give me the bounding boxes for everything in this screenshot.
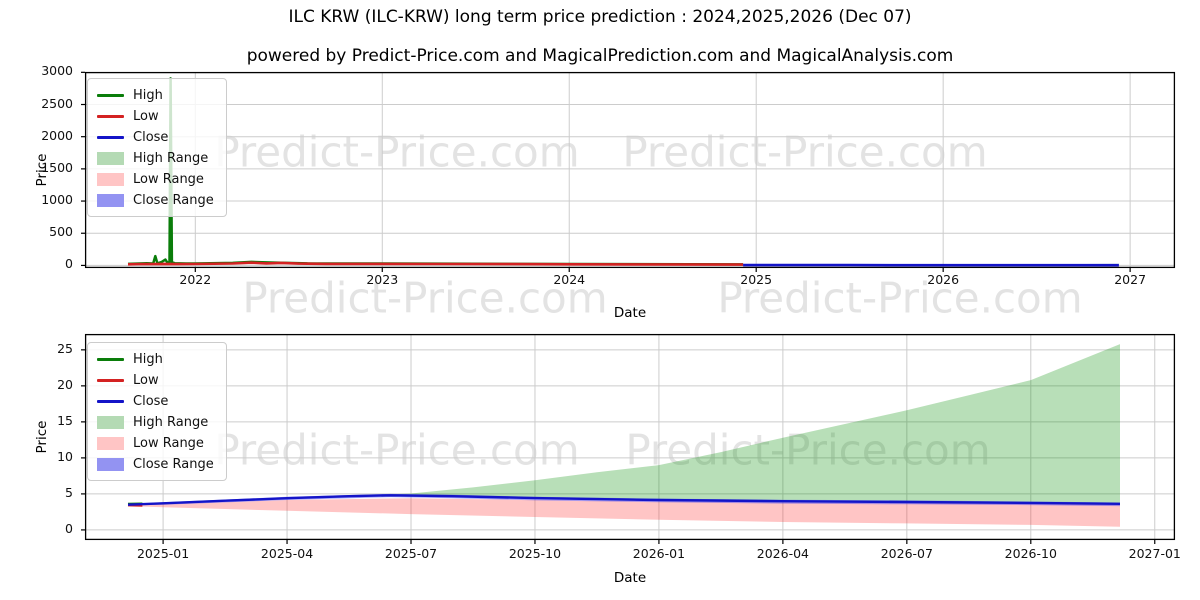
legend-entry-low: Low	[97, 371, 214, 389]
x-tick-label: 2024	[553, 272, 586, 287]
legend-label: Low	[133, 372, 159, 388]
legend-entry-close: Close	[97, 392, 214, 410]
legend-label: Low	[133, 108, 159, 124]
legend-label: High Range	[133, 414, 209, 430]
legend-label: Low Range	[133, 435, 204, 451]
legend-swatch-low	[97, 378, 124, 382]
y-tick-label: 15	[57, 412, 73, 428]
x-tick-label: 2026	[927, 272, 960, 287]
legend-swatch-low-range	[97, 172, 124, 186]
legend-swatch-high	[97, 357, 124, 361]
band-high-range	[128, 344, 1120, 505]
y-tick-label: 3000	[41, 63, 73, 79]
legend-swatch-close	[97, 399, 124, 403]
top-chart-xlabel: Date	[613, 305, 647, 321]
legend-entry-high: High	[97, 86, 214, 104]
x-tick-label: 2026-01	[632, 546, 686, 561]
legend-label: Close Range	[133, 456, 214, 472]
x-tick-label: 2027-01	[1128, 546, 1181, 561]
legend-swatch-low-range	[97, 436, 124, 450]
watermark-text: Predict-Price.com	[242, 273, 608, 323]
legend-entry-low-range: Low Range	[97, 434, 214, 452]
x-tick-label: 2026-07	[880, 546, 933, 561]
page-subtitle: powered by Predict-Price.com and Magical…	[246, 46, 954, 66]
gridlines	[85, 334, 1175, 540]
y-tick-label: 5	[65, 484, 73, 500]
y-tick-label: 25	[57, 340, 73, 356]
plot-border	[84, 71, 1176, 269]
y-tick-label: 2000	[41, 127, 73, 143]
x-tick-label: 2025-01	[136, 546, 190, 561]
legend-swatch-high-range	[97, 151, 124, 165]
y-tick-label: 0	[65, 520, 73, 536]
gridlines	[85, 71, 1175, 268]
x-tick-label: 2025-10	[508, 546, 562, 561]
page-title: ILC KRW (ILC-KRW) long term price predic…	[288, 7, 912, 27]
series-close-line	[127, 494, 1121, 506]
x-tick-label: 2023	[366, 272, 399, 287]
chart-1-plot-area	[81, 71, 1176, 272]
tick-marks	[81, 349, 1156, 544]
legend-label: High	[133, 351, 163, 367]
plot-border	[84, 333, 1176, 541]
x-tick-label: 2022	[179, 272, 212, 287]
legend-label: Close	[133, 129, 169, 145]
legend-entry-low: Low	[97, 107, 214, 125]
series-low-line	[127, 261, 744, 266]
band-low-range	[128, 498, 1120, 527]
x-tick-label: 2025-07	[384, 546, 438, 561]
legend-swatch-close-range	[97, 193, 124, 207]
watermark-text: Predict-Price.com	[622, 127, 988, 177]
y-tick-label: 500	[49, 224, 73, 240]
legend-swatch-high-range	[97, 415, 124, 429]
legend-entry-high-range: High Range	[97, 413, 214, 431]
bottom-chart-xlabel: Date	[613, 570, 647, 586]
watermark-text: Predict-Price.com	[717, 273, 1083, 323]
y-tick-label: 2500	[41, 95, 73, 111]
y-tick-label: 1500	[41, 159, 73, 175]
x-tick-label: 2025-04	[260, 546, 314, 561]
legend-label: Low Range	[133, 171, 204, 187]
y-tick-label: 20	[57, 376, 73, 392]
tick-marks	[81, 71, 1131, 272]
legend-entry-close-range: Close Range	[97, 191, 214, 209]
legend-entry-high: High	[97, 350, 214, 368]
legend-swatch-low	[97, 114, 124, 118]
y-tick-label: 0	[65, 256, 73, 272]
legend-swatch-close	[97, 135, 124, 139]
legend-box: High Low Close High Range Low Range Close Ran…	[87, 342, 227, 481]
legend-entry-close: Close	[97, 128, 214, 146]
watermark-text: Predict-Price.com	[214, 127, 580, 177]
legend-entry-close-range: Close Range	[97, 455, 214, 473]
legend-label: Close Range	[133, 192, 214, 208]
y-tick-label: 10	[57, 448, 73, 464]
legend-entry-low-range: Low Range	[97, 170, 214, 188]
legend-swatch-high	[97, 93, 124, 97]
legend-swatch-close-range	[97, 457, 124, 471]
x-tick-label: 2026-04	[756, 546, 809, 561]
watermark-text: Predict-Price.com	[214, 425, 580, 475]
watermark-text: Predict-Price.com	[625, 426, 990, 475]
x-tick-label: 2027	[1114, 272, 1147, 287]
legend-entry-high-range: High Range	[97, 149, 214, 167]
legend-label: Close	[133, 393, 169, 409]
legend-box: High Low Close High Range Low Range Close Ran…	[87, 78, 227, 217]
legend-label: High	[133, 87, 163, 103]
x-tick-label: 2026-10	[1004, 546, 1057, 561]
chart-2-plot-area	[81, 333, 1176, 544]
x-tick-label: 2025	[740, 272, 773, 287]
y-tick-label: 1000	[41, 192, 73, 208]
legend-label: High Range	[133, 150, 209, 166]
